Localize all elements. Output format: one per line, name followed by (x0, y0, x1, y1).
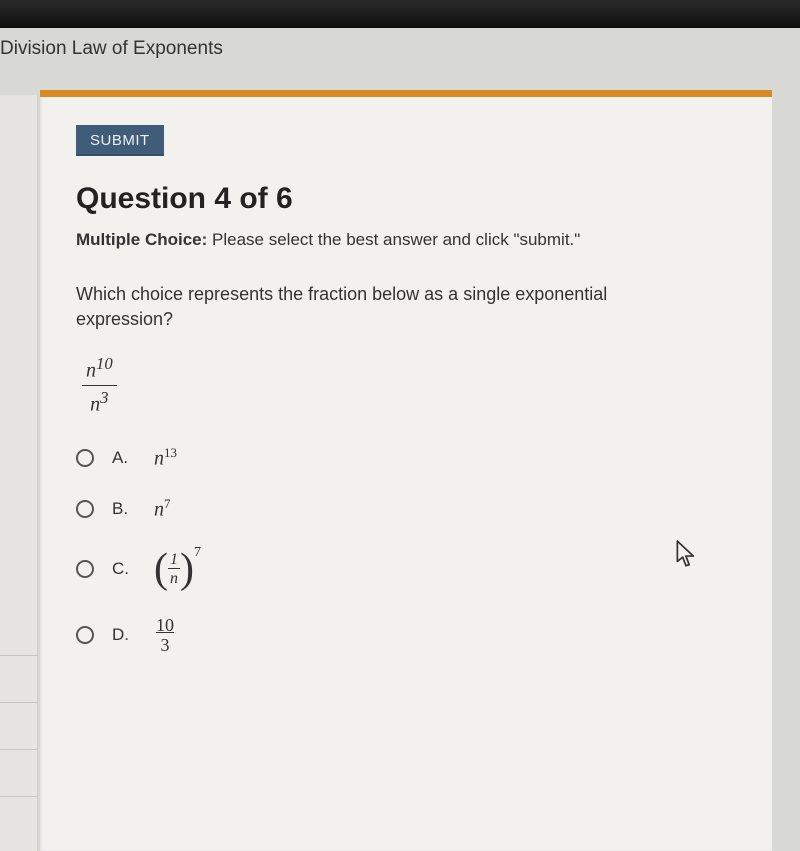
page-title: Division Law of Exponents (0, 28, 800, 68)
submit-button[interactable]: SUBMIT (76, 125, 164, 156)
radio-c[interactable] (76, 560, 94, 578)
browser-chrome-dark (0, 0, 800, 28)
radio-d[interactable] (76, 626, 94, 644)
card-accent-bar (40, 90, 772, 97)
left-gutter (0, 95, 38, 851)
instruction-bold: Multiple Choice: (76, 230, 207, 249)
answer-math-b: n7 (154, 496, 171, 522)
answer-option-d[interactable]: D. 10 3 (76, 616, 736, 654)
question-fraction: n10 n3 (82, 354, 117, 416)
question-number-title: Question 4 of 6 (76, 182, 736, 216)
answer-option-b[interactable]: B. n7 (76, 496, 736, 522)
answer-math-a: n13 (154, 445, 177, 471)
question-instruction: Multiple Choice: Please select the best … (76, 230, 736, 250)
radio-b[interactable] (76, 500, 94, 518)
answer-math-c: ( 1 n ) 7 (154, 548, 201, 590)
answer-option-c[interactable]: C. ( 1 n ) 7 (76, 548, 736, 590)
answer-option-a[interactable]: A. n13 (76, 445, 736, 471)
answer-letter: D. (112, 625, 136, 645)
answer-list: A. n13 B. n7 C. ( 1 n ) 7 (76, 445, 736, 654)
answer-letter: A. (112, 448, 136, 468)
question-card: SUBMIT Question 4 of 6 Multiple Choice: … (40, 90, 772, 851)
answer-letter: C. (112, 559, 136, 579)
question-text: Which choice represents the fraction bel… (76, 282, 676, 332)
answer-letter: B. (112, 499, 136, 519)
answer-math-d: 10 3 (154, 616, 176, 654)
radio-a[interactable] (76, 449, 94, 467)
instruction-text: Please select the best answer and click … (207, 230, 580, 249)
